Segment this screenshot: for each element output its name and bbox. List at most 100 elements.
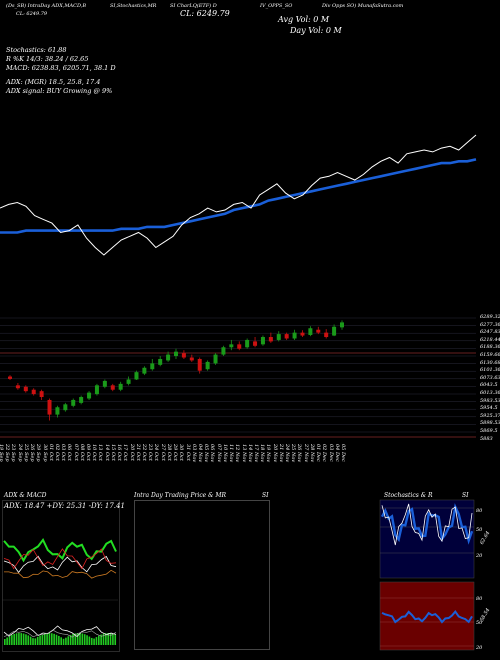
candle-body xyxy=(276,334,281,340)
header-line1d: IV_OPPS_SO xyxy=(260,3,293,9)
price-axis-label: 5925.37 xyxy=(480,412,500,419)
candle-body xyxy=(55,407,60,415)
moving-average-line xyxy=(0,158,477,234)
close-price-line xyxy=(0,134,477,256)
rsi-level-80: 80 xyxy=(476,596,483,602)
intraday-panel xyxy=(134,500,270,650)
price-axis-label: 5983.53 xyxy=(480,397,500,404)
rsi-line xyxy=(381,609,473,624)
macd-histogram-bar xyxy=(88,636,91,645)
header-line1b: SI,Stochastics,MR xyxy=(110,3,157,9)
stoch-level-80: 80 xyxy=(476,508,483,514)
macd-readout: MACD: 6238.83, 6205.71, 38.1 D xyxy=(6,64,116,72)
price-axis-label: 5898.53 xyxy=(480,420,500,427)
candle-body xyxy=(284,334,289,339)
macd-histogram-bar xyxy=(93,638,95,645)
macd-histogram-bar xyxy=(67,636,70,645)
candle-body xyxy=(340,322,344,328)
macd-histogram-bar xyxy=(51,633,53,645)
stoch-panel-si: SI xyxy=(462,492,469,499)
candle-body xyxy=(166,354,171,361)
macd-histogram-bar xyxy=(13,633,15,645)
macd-histogram-bar xyxy=(4,639,6,645)
stoch-level-20: 20 xyxy=(476,553,483,559)
header-close: CL: 6249.79 xyxy=(180,9,230,18)
macd-histogram-bar xyxy=(62,638,65,645)
candle-body xyxy=(102,380,107,387)
macd-histogram-bar xyxy=(81,633,84,645)
candle-body xyxy=(292,332,297,339)
macd-histogram-bar xyxy=(36,636,39,645)
macd-histogram-bar xyxy=(15,633,18,645)
candle-body xyxy=(189,357,194,361)
candle-body xyxy=(31,389,36,395)
macd-histogram-bar xyxy=(27,635,30,645)
adx-panel xyxy=(2,500,120,652)
macd-histogram-bar xyxy=(46,633,48,645)
macd-histogram-bar xyxy=(55,634,58,645)
macd-histogram-bar xyxy=(32,638,34,645)
macd-histogram-bar xyxy=(69,635,72,645)
macd-histogram-bar xyxy=(105,633,107,645)
macd-histogram-bar xyxy=(60,637,62,645)
candle-body xyxy=(268,337,273,342)
candle-body xyxy=(79,397,84,403)
adx-readout: ADX: (MGR) 18.5, 25.8, 17.4 xyxy=(6,78,101,86)
macd-histogram-bar xyxy=(74,633,77,645)
candle-body xyxy=(308,328,313,335)
candlestick-chart xyxy=(0,317,476,438)
macd-line xyxy=(3,625,117,638)
candle-body xyxy=(134,372,139,380)
candle-body xyxy=(126,379,131,384)
macd-histogram-bar xyxy=(102,633,105,645)
stoch-d-line xyxy=(381,503,473,546)
stoch-panel-title: Stochastics & R xyxy=(384,492,433,499)
price-axis-label: 6159.66 xyxy=(480,352,500,358)
adx-plus-di-line xyxy=(3,537,117,563)
macd-histogram-bar xyxy=(6,637,8,645)
macd-histogram-bar xyxy=(98,635,100,645)
candle-body xyxy=(47,399,52,415)
header-line1c: SI CharLQ(ETF) D xyxy=(170,3,217,9)
adx-panel-title: ADX & MACD xyxy=(4,492,47,499)
candle-body xyxy=(324,332,329,338)
candle-body xyxy=(8,376,12,379)
candle-body xyxy=(197,358,202,371)
price-axis-label: 6247.83 xyxy=(480,329,500,336)
header-line1: (Ds_SB) IntraDay ADX,MACD,B xyxy=(6,3,87,9)
macd-histogram-bar xyxy=(58,635,60,645)
macd-histogram-bar xyxy=(114,634,117,645)
candle-body xyxy=(118,383,123,390)
price-axis-label: 6277.36 xyxy=(480,321,500,328)
intraday-panel-title: Intra Day Trading Price & MR xyxy=(134,492,227,499)
macd-signal-line xyxy=(3,629,117,638)
price-axis-label: 6289.32 xyxy=(480,314,500,320)
price-axis-label: 6073.63 xyxy=(480,374,500,381)
rsi-level-20: 20 xyxy=(476,645,483,651)
macd-histogram-bar xyxy=(107,633,109,645)
stoch-level-50: 50 xyxy=(476,527,483,533)
candle-body xyxy=(260,337,265,345)
candle-body xyxy=(23,386,28,392)
macd-histogram-bar xyxy=(76,633,79,645)
intraday-panel-si: SI xyxy=(262,492,269,499)
price-axis-label: 6043.5 xyxy=(480,382,498,389)
price-line-chart xyxy=(0,134,477,256)
macd-histogram-bar xyxy=(39,635,41,645)
macd-histogram-bar xyxy=(18,633,20,645)
candle-body xyxy=(205,361,210,370)
candle-body xyxy=(221,347,226,355)
candle-body xyxy=(316,329,321,333)
adx-minus-di-line xyxy=(3,548,117,570)
day-volume: Day Vol: 0 M xyxy=(290,26,342,35)
candle-body xyxy=(158,358,163,365)
price-axis-label: 6188.36 xyxy=(480,344,500,351)
candle-body xyxy=(110,385,115,390)
stochastics-readout: Stochastics: 61.88 xyxy=(6,46,67,54)
candle-body xyxy=(94,385,99,395)
macd-histogram-bar xyxy=(25,634,27,645)
candle-body xyxy=(237,344,242,349)
macd-histogram-bar xyxy=(83,634,86,645)
price-axis-label: 5883 xyxy=(480,435,493,442)
